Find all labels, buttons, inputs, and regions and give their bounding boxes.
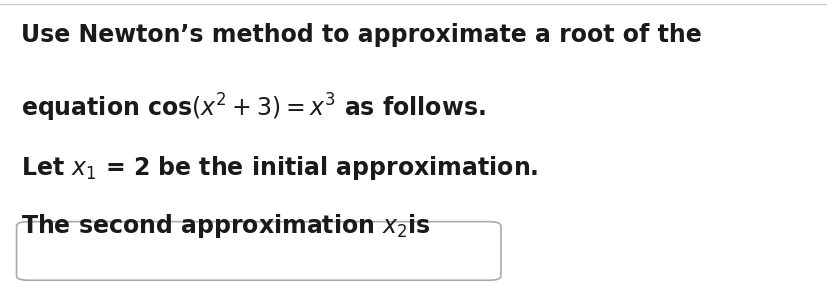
Text: Use Newton’s method to approximate a root of the: Use Newton’s method to approximate a roo… — [21, 23, 700, 47]
Text: The second approximation $x_2$is: The second approximation $x_2$is — [21, 212, 430, 240]
FancyBboxPatch shape — [17, 222, 500, 280]
Text: Let $x_1$ = 2 be the initial approximation.: Let $x_1$ = 2 be the initial approximati… — [21, 154, 538, 182]
Text: equation cos$(x^2 + 3) = x^3$ as follows.: equation cos$(x^2 + 3) = x^3$ as follows… — [21, 92, 485, 124]
